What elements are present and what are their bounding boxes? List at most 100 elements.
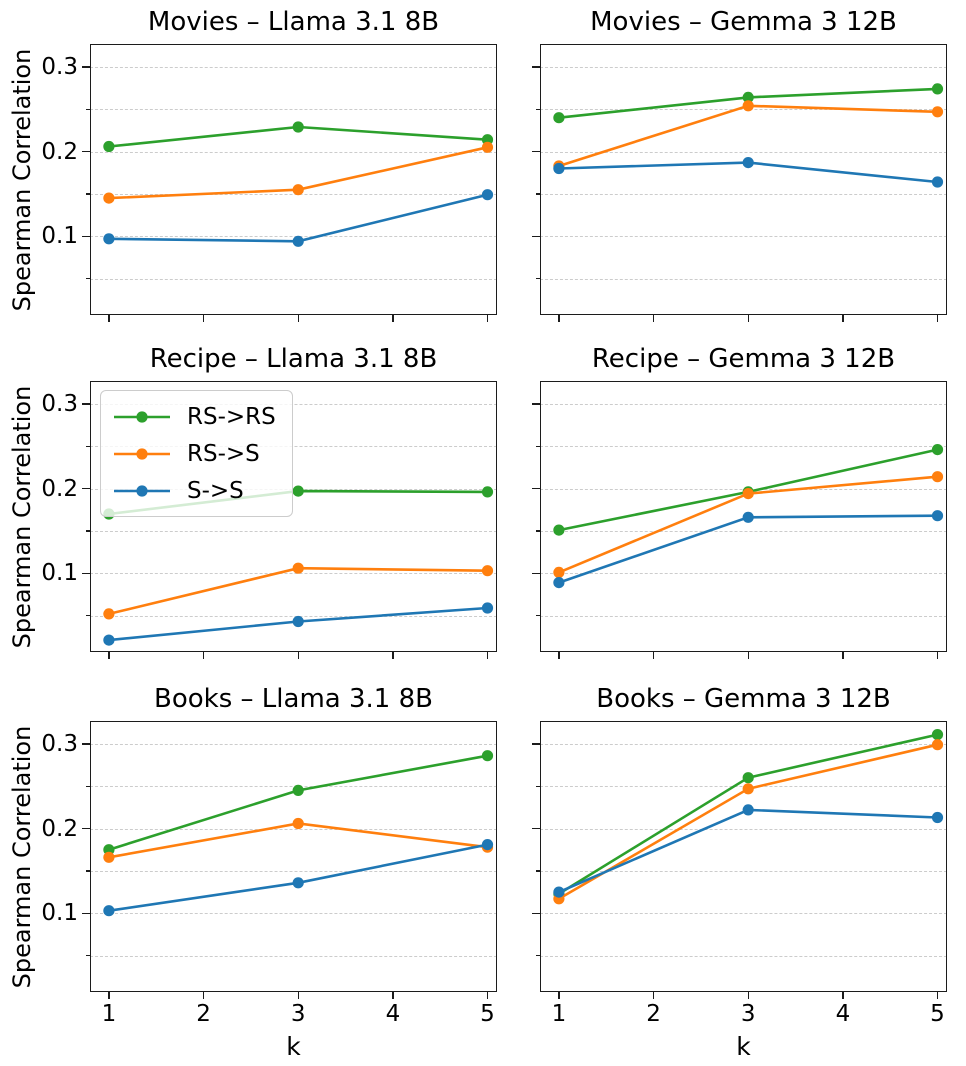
x-tick-mark [297, 992, 299, 999]
data-point-rs-s-k1 [103, 192, 115, 204]
plot-area [553, 444, 944, 589]
legend-swatch-rs-s [114, 447, 170, 460]
plot-area [103, 121, 494, 247]
gridline [90, 828, 497, 830]
gridline [540, 278, 947, 280]
gridline [90, 870, 497, 872]
subplot-recipe-gemma-3-12b: Recipe – Gemma 3 12B [532, 344, 947, 659]
data-point-rs-rs-k3 [292, 784, 304, 796]
plot-area [103, 750, 494, 917]
data-point-rs-s-k3 [742, 100, 754, 112]
gridline [540, 573, 947, 575]
x-tick-mark [842, 315, 844, 322]
series-line-rs-s [558, 104, 938, 168]
y-tick-mark [82, 150, 90, 153]
data-point-rs-s-k5 [931, 739, 944, 751]
data-point-rs-rs-k1 [103, 140, 115, 153]
y-tick-label: 0.2 [41, 475, 78, 502]
y-tick-label: 0.1 [41, 560, 78, 587]
data-point-rs-rs-k1 [553, 524, 565, 536]
gridline [540, 193, 947, 195]
x-tick-label: 3 [290, 1001, 306, 1027]
y-minor-tick-mark [535, 530, 540, 532]
data-point-rs-s-k3 [292, 184, 304, 196]
x-tick-label: 1 [101, 1001, 117, 1027]
data-point-rs-s-k5 [931, 106, 944, 118]
data-point-s-s-k3 [292, 235, 304, 247]
x-tick-mark [108, 992, 110, 999]
x-axis-label: k [286, 1032, 301, 1061]
gridline [540, 913, 947, 915]
x-tick-mark [486, 652, 489, 659]
y-tick-mark [532, 912, 540, 914]
data-point-rs-rs-k3 [742, 772, 754, 784]
data-point-s-s-k5 [931, 811, 944, 824]
y-axis-label: Spearman Correlation [8, 385, 36, 648]
x-tick-mark [652, 315, 655, 322]
x-tick-mark [297, 315, 299, 322]
x-tick-mark [297, 652, 299, 659]
legend-swatch-s-s [114, 484, 170, 497]
y-minor-tick-mark [535, 193, 540, 195]
y-minor-tick-mark [85, 277, 90, 280]
data-point-rs-rs-k1 [553, 112, 565, 124]
x-tick-mark [747, 315, 749, 322]
data-point-rs-s-k5 [931, 471, 944, 483]
y-tick-mark [82, 827, 90, 830]
gridline [540, 743, 947, 745]
gridline [540, 530, 947, 532]
data-point-rs-rs-k3 [292, 121, 304, 133]
legend-label-s-s: S->S [187, 477, 244, 504]
data-point-rs-s-k3 [742, 488, 754, 500]
x-tick-label: 4 [835, 1001, 851, 1027]
y-minor-tick-mark [85, 785, 90, 787]
data-point-s-s-k5 [481, 189, 494, 201]
y-tick-mark [532, 235, 540, 237]
subplot-title: Recipe – Gemma 3 12B [591, 344, 896, 374]
data-point-s-s-k1 [553, 162, 565, 175]
gridline [540, 870, 947, 872]
y-tick-label: 0.1 [41, 900, 78, 927]
x-tick-mark [486, 315, 489, 322]
gridline [90, 236, 497, 238]
y-minor-tick-mark [535, 870, 540, 872]
x-tick-mark [202, 315, 205, 322]
y-tick-mark [82, 572, 90, 574]
x-tick-mark [558, 992, 560, 999]
y-tick-label: 0.2 [41, 138, 78, 165]
gridline [90, 193, 497, 195]
series-line-rs-rs [108, 754, 488, 851]
x-tick-mark [392, 652, 394, 659]
legend-label-rs-s: RS->S [187, 440, 260, 467]
data-point-s-s-k5 [931, 510, 944, 522]
y-tick-mark [82, 403, 90, 405]
gridline [90, 955, 497, 957]
series-line-rs-s [108, 566, 488, 616]
y-minor-tick-mark [535, 277, 540, 280]
x-tick-mark [936, 315, 939, 322]
subplot-books-gemma-3-12b: 1 2 3 4 5 k Books – Gemma 3 12B [532, 684, 947, 1061]
subplot-title: Recipe – Llama 3.1 8B [149, 344, 438, 374]
x-tick-label: 5 [480, 1001, 495, 1027]
legend: RS->RS RS->S S->S [100, 390, 293, 517]
x-tick-mark [486, 992, 489, 999]
subplot-title: Movies – Llama 3.1 8B [147, 7, 440, 37]
data-point-rs-rs-k5 [931, 83, 944, 95]
x-tick-mark [652, 652, 655, 659]
x-tick-label: 2 [646, 1001, 661, 1027]
subplot-title: Books – Gemma 3 12B [596, 684, 891, 714]
data-point-rs-s-k1 [103, 851, 115, 863]
legend-item-rs-s: RS->S [112, 435, 276, 472]
gridline [90, 615, 497, 617]
y-minor-tick-mark [85, 193, 90, 195]
y-tick-mark [82, 66, 90, 68]
plot-area [553, 729, 944, 905]
gridline [90, 573, 497, 575]
data-point-rs-rs-k3 [292, 485, 304, 497]
data-point-s-s-k3 [742, 511, 754, 523]
y-tick-mark [532, 487, 540, 490]
x-tick-mark [936, 992, 939, 999]
data-point-rs-rs-k5 [481, 486, 494, 498]
gridline [90, 278, 497, 280]
gridline [540, 615, 947, 617]
